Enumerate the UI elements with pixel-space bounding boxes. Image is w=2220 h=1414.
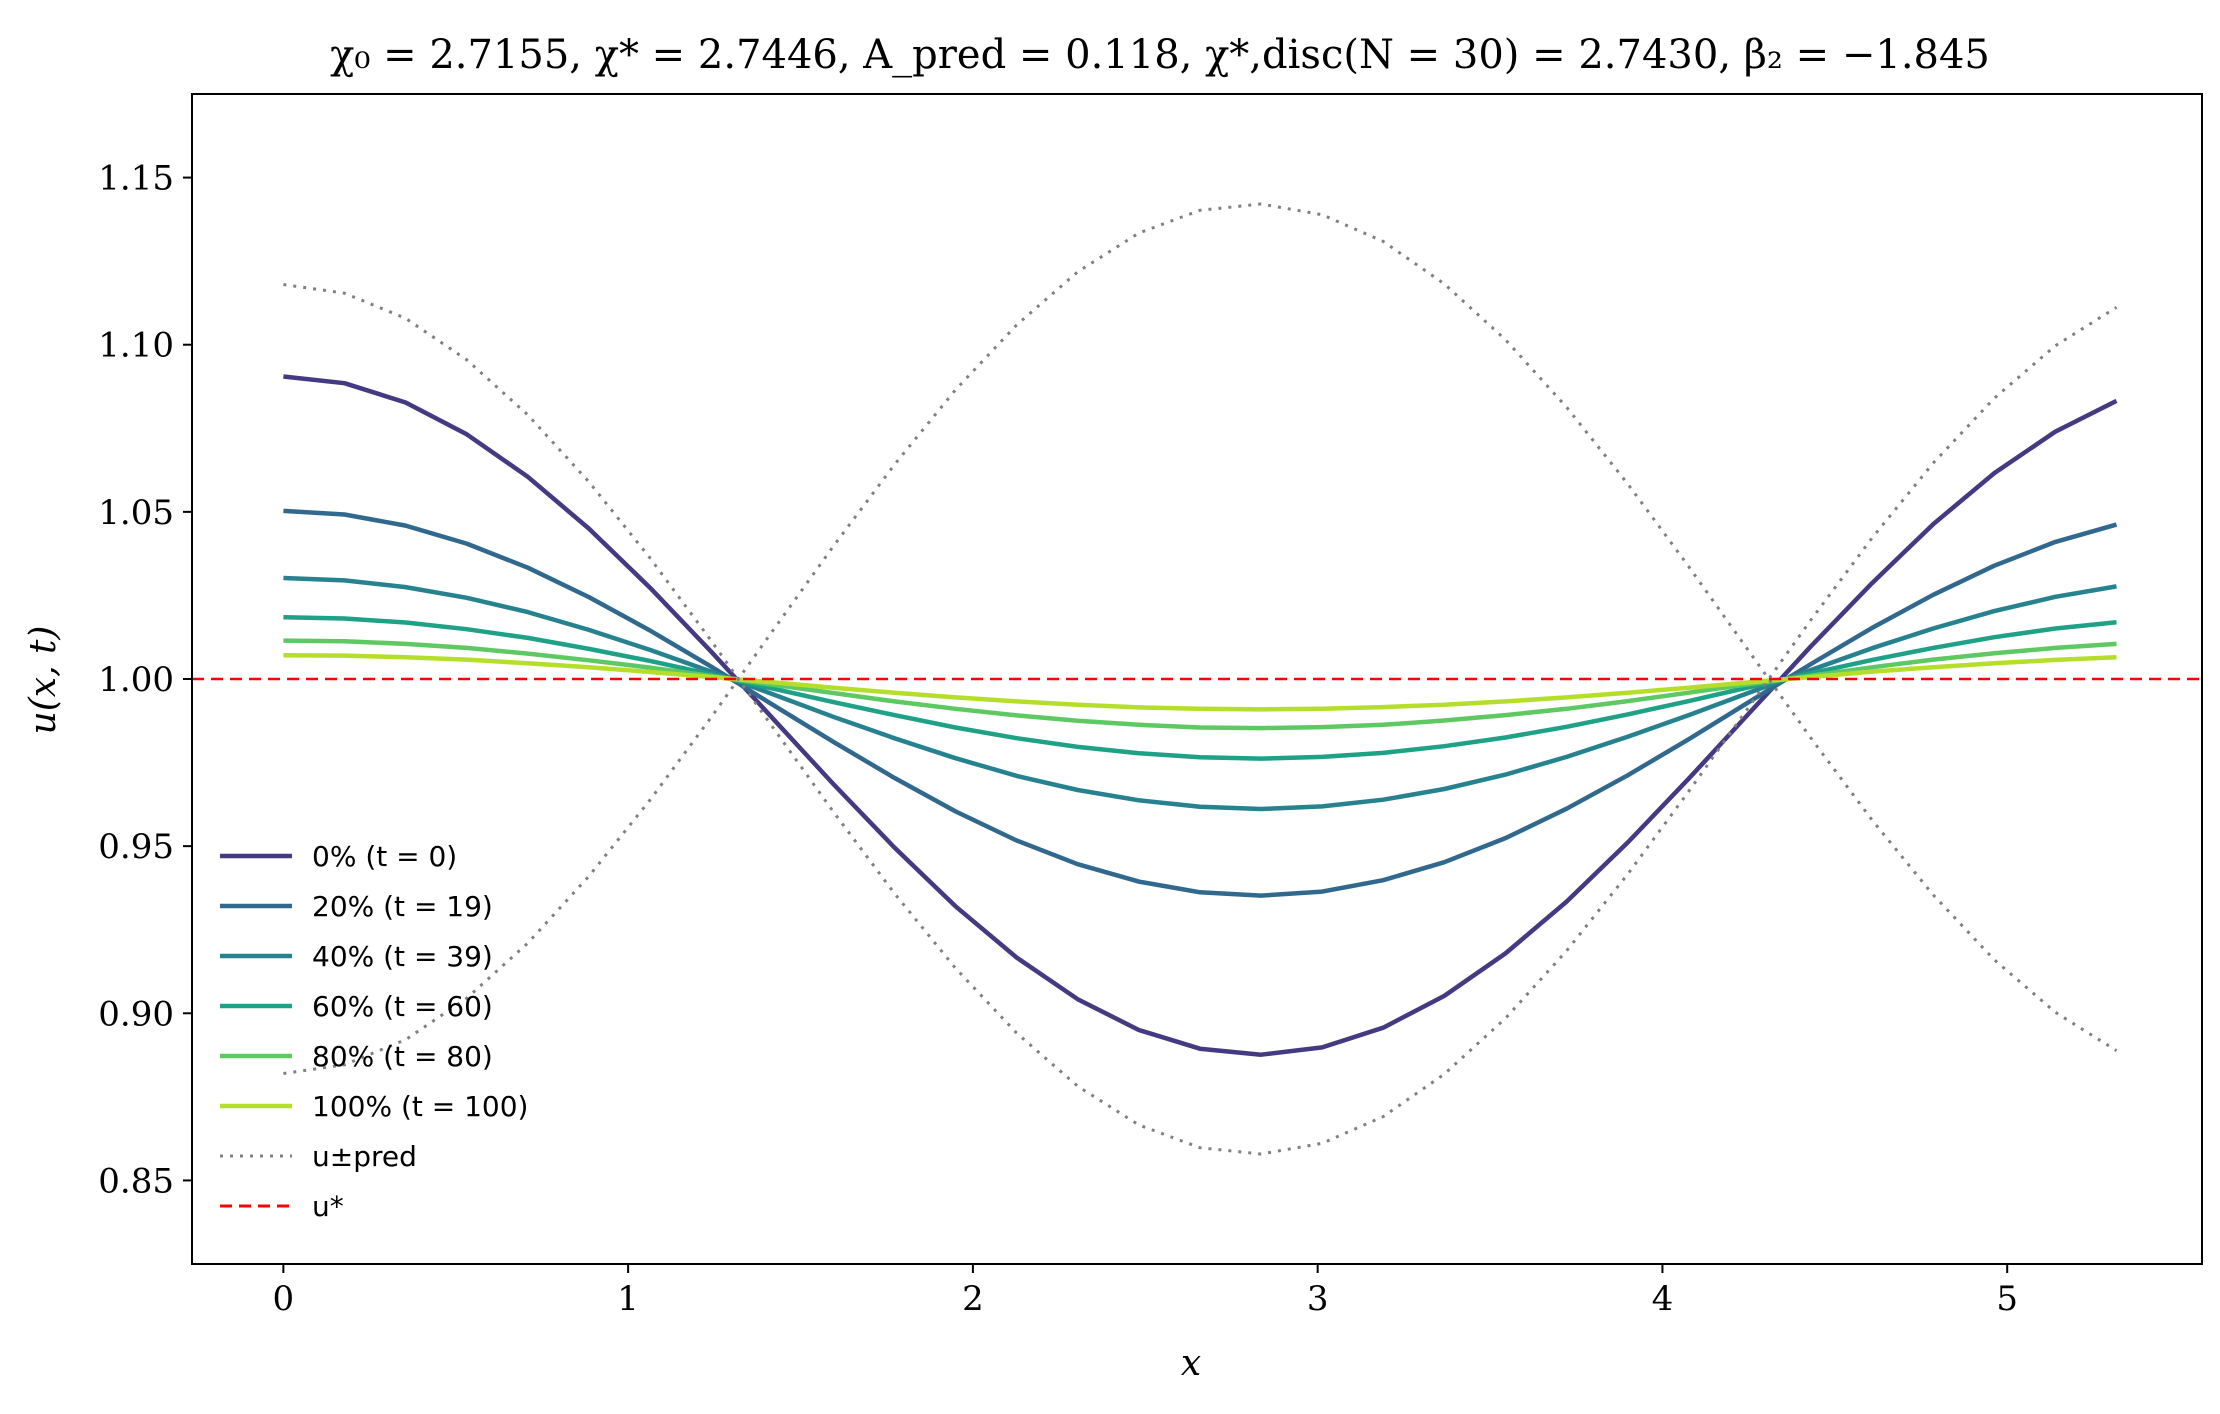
series-line-2 bbox=[283, 575, 2117, 812]
x-tick-label: 0 bbox=[273, 1279, 295, 1319]
series-line-1 bbox=[283, 508, 2118, 898]
x-tick-label: 2 bbox=[962, 1279, 984, 1319]
series-line-0 bbox=[283, 374, 2118, 1057]
x-tick-label: 1 bbox=[617, 1279, 639, 1319]
x-tick-label: 3 bbox=[1307, 1279, 1329, 1319]
y-tick-label: 0.90 bbox=[98, 994, 174, 1034]
legend: 0% (t = 0) 20% (t = 19) 40% (t = 39) 60% (t… bbox=[220, 840, 528, 1223]
y-tick-label: 0.85 bbox=[98, 1161, 174, 1201]
legend-label: 60% (t = 60) bbox=[312, 990, 493, 1023]
x-tick-label: 4 bbox=[1652, 1279, 1674, 1319]
series-lines bbox=[192, 202, 2202, 1156]
legend-label: 0% (t = 0) bbox=[312, 840, 457, 873]
legend-label: 40% (t = 39) bbox=[312, 940, 493, 973]
y-tick-label: 0.95 bbox=[98, 827, 174, 867]
y-tick-label: 1.10 bbox=[98, 326, 174, 366]
x-tick-label: 5 bbox=[1996, 1279, 2018, 1319]
legend-label: u* bbox=[312, 1190, 344, 1223]
legend-label: 80% (t = 80) bbox=[312, 1040, 493, 1073]
series-line-6 bbox=[283, 283, 2118, 1156]
x-axis-label: x bbox=[1181, 1343, 1201, 1384]
y-tick-label: 1.05 bbox=[98, 493, 174, 533]
series-line-7 bbox=[283, 202, 2118, 1075]
y-tick-label: 1.00 bbox=[98, 660, 174, 700]
legend-label: u±pred bbox=[312, 1140, 417, 1173]
y-tick-label: 1.15 bbox=[98, 159, 174, 199]
chart-title: χ₀ = 2.7155, χ* = 2.7446, A_pred = 0.118… bbox=[330, 32, 1990, 78]
series-line-5 bbox=[283, 653, 2117, 712]
legend-label: 20% (t = 19) bbox=[312, 890, 493, 923]
series-line-3 bbox=[283, 614, 2117, 761]
plot-area: 0 1 2 3 4 5 0.85 0.90 0.95 1.00 1.05 1.10 1.15 bbox=[98, 93, 2203, 1319]
legend-label: 100% (t = 100) bbox=[312, 1090, 528, 1123]
y-axis-label: u(x, t) bbox=[23, 626, 64, 735]
